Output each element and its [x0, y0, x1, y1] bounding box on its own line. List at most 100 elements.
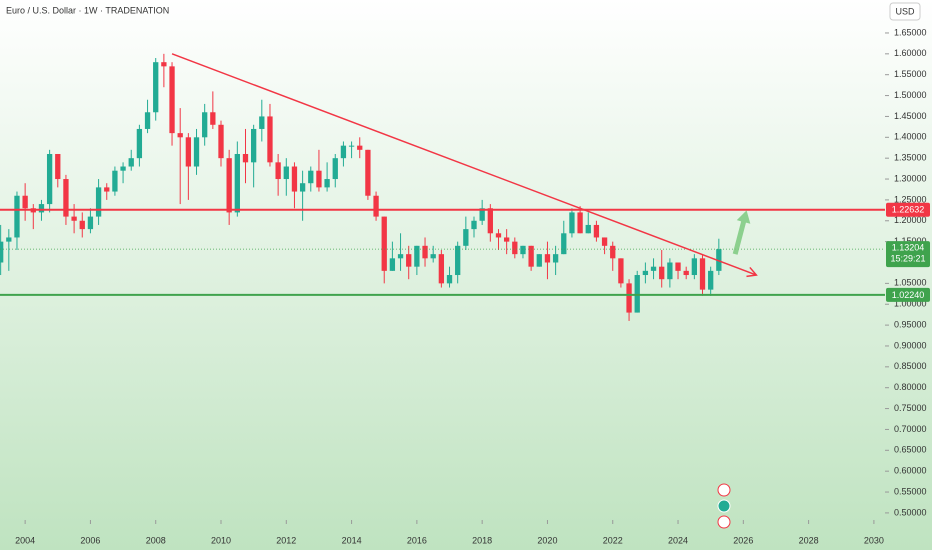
y-tick-label: 0.75000: [894, 403, 927, 413]
candle-body: [169, 66, 175, 134]
x-tick-label: 2006: [80, 535, 100, 545]
x-tick-label: 2028: [799, 535, 819, 545]
candle-body: [161, 62, 167, 67]
candle-body: [708, 270, 714, 290]
candle-body: [610, 245, 616, 259]
x-tick-label: 2022: [603, 535, 623, 545]
candle-body: [14, 195, 20, 238]
candle-body: [528, 245, 534, 267]
candle-body: [0, 241, 4, 263]
x-tick-label: 2014: [342, 535, 362, 545]
candle-body: [634, 275, 640, 313]
candle-body: [250, 128, 257, 163]
candle-body: [577, 212, 583, 234]
candle-body: [389, 258, 396, 271]
candle-body: [308, 170, 314, 184]
candle-body: [291, 166, 298, 192]
y-tick-label: 1.20000: [894, 215, 927, 225]
candle-body: [79, 220, 85, 230]
candle-body: [626, 283, 632, 313]
candle-body: [144, 112, 151, 129]
candle-body: [593, 224, 600, 238]
candle-body: [487, 208, 493, 234]
candle-body: [226, 158, 232, 213]
candle-body: [234, 153, 240, 213]
level-box: [886, 202, 930, 217]
last-price-box: [886, 241, 930, 268]
currency-button[interactable]: [889, 2, 921, 21]
candle-body: [463, 229, 469, 246]
y-tick-label: 1.25000: [894, 194, 927, 204]
chart-title: Euro / U.S. Dollar · 1W · TRADENATION: [6, 5, 169, 15]
candle-body: [6, 237, 12, 242]
candle-body: [675, 262, 681, 271]
candle-body: [569, 212, 575, 234]
y-tick-label: 1.50000: [894, 90, 927, 100]
candle-body: [495, 233, 502, 238]
y-tick-label: 0.55000: [894, 486, 927, 496]
candle-body: [112, 170, 118, 192]
icon[interactable]: [717, 515, 731, 529]
trendline: [171, 53, 757, 276]
candle-body: [55, 153, 61, 180]
candle-body: [479, 208, 485, 221]
candle-body: [193, 137, 200, 167]
candle-body: [185, 137, 192, 167]
candle-body: [324, 179, 330, 188]
candle-body: [357, 145, 363, 150]
candle-body: [104, 187, 110, 192]
candle-body: [716, 249, 722, 271]
icon[interactable]: [717, 483, 731, 497]
x-tick-label: 2004: [15, 535, 35, 545]
candle-body: [642, 270, 649, 276]
candle-body: [446, 275, 453, 284]
candle-body: [650, 266, 657, 271]
level-box: [886, 287, 930, 302]
candle-body: [422, 245, 428, 259]
candle-body: [536, 254, 542, 267]
forecast-arrow: [732, 210, 751, 255]
candle-body: [503, 237, 510, 242]
countdown-label: 15:29:21: [890, 254, 925, 264]
candle-body: [120, 166, 126, 171]
candle-body: [618, 258, 624, 284]
candle-body: [667, 262, 673, 280]
candle-body: [544, 254, 551, 263]
candle-body: [95, 187, 102, 217]
candle-body: [430, 254, 436, 259]
candle-body: [348, 145, 355, 147]
candle-body: [512, 241, 518, 255]
x-tick-label: 2030: [864, 535, 884, 545]
y-tick-label: 1.40000: [894, 132, 927, 142]
y-tick-label: 1.35000: [894, 153, 927, 163]
candle-body: [373, 195, 379, 217]
candle-body: [438, 254, 445, 284]
candle-body: [128, 158, 134, 167]
x-tick-label: 2016: [407, 535, 427, 545]
candle-body: [365, 149, 371, 196]
candle-body: [259, 116, 265, 129]
x-tick-label: 2012: [276, 535, 296, 545]
level-label: 1.22632: [892, 205, 925, 215]
candle-body: [316, 170, 322, 188]
y-tick-label: 1.05000: [894, 278, 927, 288]
candle-body: [406, 254, 412, 267]
candle-body: [561, 233, 567, 255]
icon[interactable]: [717, 499, 731, 513]
candle-body: [332, 158, 338, 180]
last-price-label: 1.13204: [892, 243, 925, 253]
y-tick-label: 1.15000: [894, 236, 927, 246]
candle-body: [455, 245, 461, 276]
y-tick-label: 0.80000: [894, 382, 927, 392]
y-tick-label: 1.30000: [894, 173, 927, 183]
currency-label[interactable]: USD: [895, 6, 915, 16]
candle-body: [691, 258, 698, 276]
x-tick-label: 2018: [472, 535, 492, 545]
candle-body: [299, 183, 306, 192]
candle-body: [659, 266, 665, 280]
indicator-icons: [717, 483, 731, 529]
candle-body: [585, 224, 591, 234]
candle-body: [397, 254, 404, 259]
